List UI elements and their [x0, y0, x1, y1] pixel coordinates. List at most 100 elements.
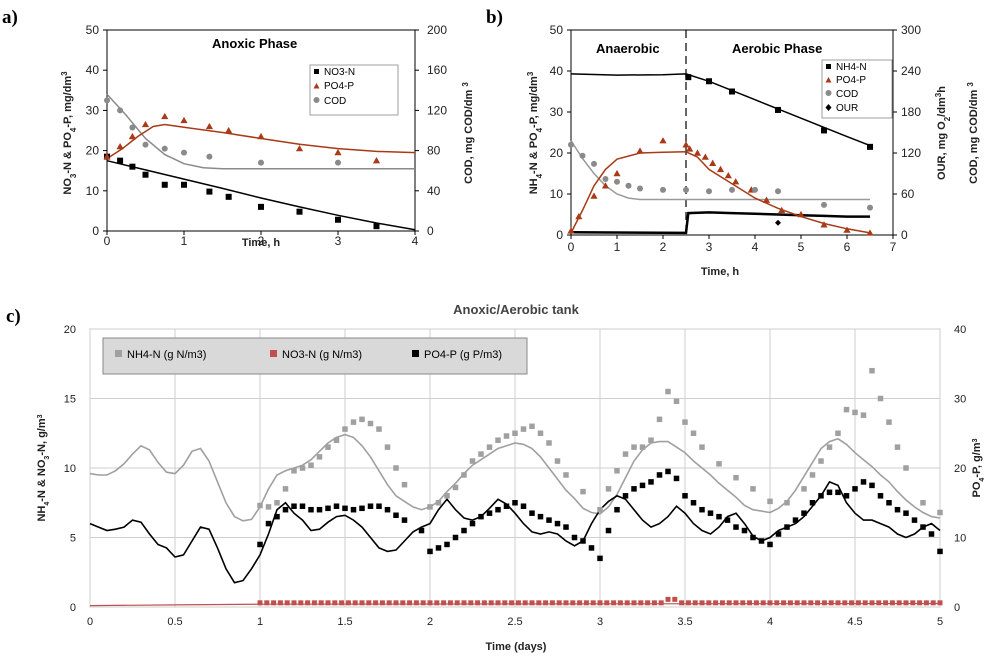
cod-point	[104, 97, 110, 104]
x-tick-label: 3	[597, 616, 603, 628]
no3-point	[563, 600, 569, 606]
x-tick-label: 5	[937, 616, 943, 628]
nh4-point	[333, 437, 340, 443]
no3-point	[808, 600, 814, 606]
y-tick-label: 20	[64, 324, 76, 336]
nh4-point	[486, 444, 493, 450]
y-tick-label: 20	[550, 146, 564, 160]
nh4-point	[886, 419, 892, 425]
po4-point	[265, 520, 272, 527]
no3-n-point	[161, 181, 168, 188]
no3-point	[883, 600, 889, 606]
nh4-point	[291, 468, 297, 474]
po4-point	[690, 500, 697, 506]
po4-point	[784, 524, 790, 530]
cod-fit-line	[570, 140, 870, 201]
nh4-n-point	[729, 88, 735, 95]
no3-point	[631, 600, 637, 606]
po4-point	[452, 534, 459, 541]
no3-point	[475, 600, 481, 606]
nh4-point	[903, 465, 909, 471]
no3-point	[923, 600, 929, 606]
no3-point	[617, 600, 623, 606]
po4-model-line	[89, 480, 941, 584]
po4-point	[707, 510, 714, 516]
nh4-point	[469, 458, 476, 464]
no3-point	[719, 600, 725, 606]
no3-point	[624, 600, 630, 606]
nh4-point	[877, 395, 884, 402]
no3-point	[604, 600, 610, 606]
panel-c: c) Anoxic/Aerobic tank 0 0.5 1 1.5 2 2.5 3 3.5 4…	[6, 302, 986, 653]
cod-point	[568, 141, 574, 148]
cod-point	[706, 188, 712, 195]
x-tick-label: 4	[767, 616, 773, 628]
po4-point	[333, 503, 340, 509]
x-tick-label: 5	[798, 240, 805, 254]
po4-p-point	[575, 212, 583, 220]
panel-c-grid	[89, 328, 941, 608]
po4-point	[894, 506, 901, 513]
no3-point	[441, 600, 447, 606]
no3-point	[284, 600, 290, 606]
cod-point	[775, 188, 781, 195]
our-point	[775, 219, 781, 226]
no3-point	[903, 600, 909, 606]
no3-point	[420, 600, 426, 606]
po4-p-point	[778, 206, 786, 214]
po4-point	[622, 493, 629, 499]
y-tick-label: 10	[550, 187, 564, 201]
x-tick-label: 4	[412, 234, 419, 248]
nh4-point	[733, 474, 739, 481]
panel-b-y-axis-label: NH4-N & PO4-P, mg/dm3	[526, 71, 544, 194]
panel-a-plot-area	[106, 29, 416, 232]
po4-point	[869, 482, 875, 489]
po4-p-point	[257, 132, 265, 140]
x-tick-label: 4.5	[847, 616, 862, 628]
x-tick-label: 1	[257, 616, 263, 628]
nh4-point	[699, 444, 705, 450]
po4-point	[367, 503, 374, 509]
po4-point	[877, 493, 884, 499]
po4-point	[546, 517, 552, 523]
nh4-point	[495, 437, 501, 443]
x-tick-label: 0	[568, 240, 575, 254]
nh4-n-point	[775, 106, 781, 113]
panel-c-markers	[257, 367, 943, 606]
nh4-point	[282, 486, 289, 492]
po4-point	[860, 479, 867, 485]
no3-point	[665, 596, 671, 602]
no3-point	[713, 600, 719, 606]
po4-p-point	[659, 137, 667, 144]
nh4-point	[690, 430, 697, 436]
nh4-point	[673, 398, 680, 405]
po4-p-point	[709, 159, 717, 166]
no3-point	[298, 600, 304, 606]
x-tick-label: 3.5	[677, 616, 692, 628]
y-tick-label: 0	[556, 228, 563, 242]
nh4-point	[393, 465, 399, 471]
po4-point	[469, 520, 476, 527]
x-tick-label: 2	[427, 616, 433, 628]
nh4-point	[512, 430, 518, 436]
no3-point	[679, 600, 685, 606]
y-tick-label: 30	[86, 103, 100, 117]
no3-point	[876, 600, 882, 606]
nh4-point	[342, 426, 348, 432]
y2-tick-label: 10	[954, 533, 966, 545]
po4-point	[274, 513, 280, 520]
po4-point	[597, 555, 603, 562]
no3-point	[536, 600, 542, 606]
nh4-point	[784, 500, 790, 506]
no3-point	[352, 600, 358, 606]
x-tick-label: 1	[181, 234, 188, 248]
no3-point	[386, 600, 392, 606]
nh4-point	[359, 416, 365, 423]
cod-point	[752, 186, 758, 193]
nh4-point	[716, 461, 722, 467]
no3-point	[774, 600, 780, 606]
po4-point	[605, 527, 612, 534]
no3-point	[271, 600, 277, 606]
panel-c-y2-axis-label: PO4-P, g/m3	[971, 438, 986, 497]
